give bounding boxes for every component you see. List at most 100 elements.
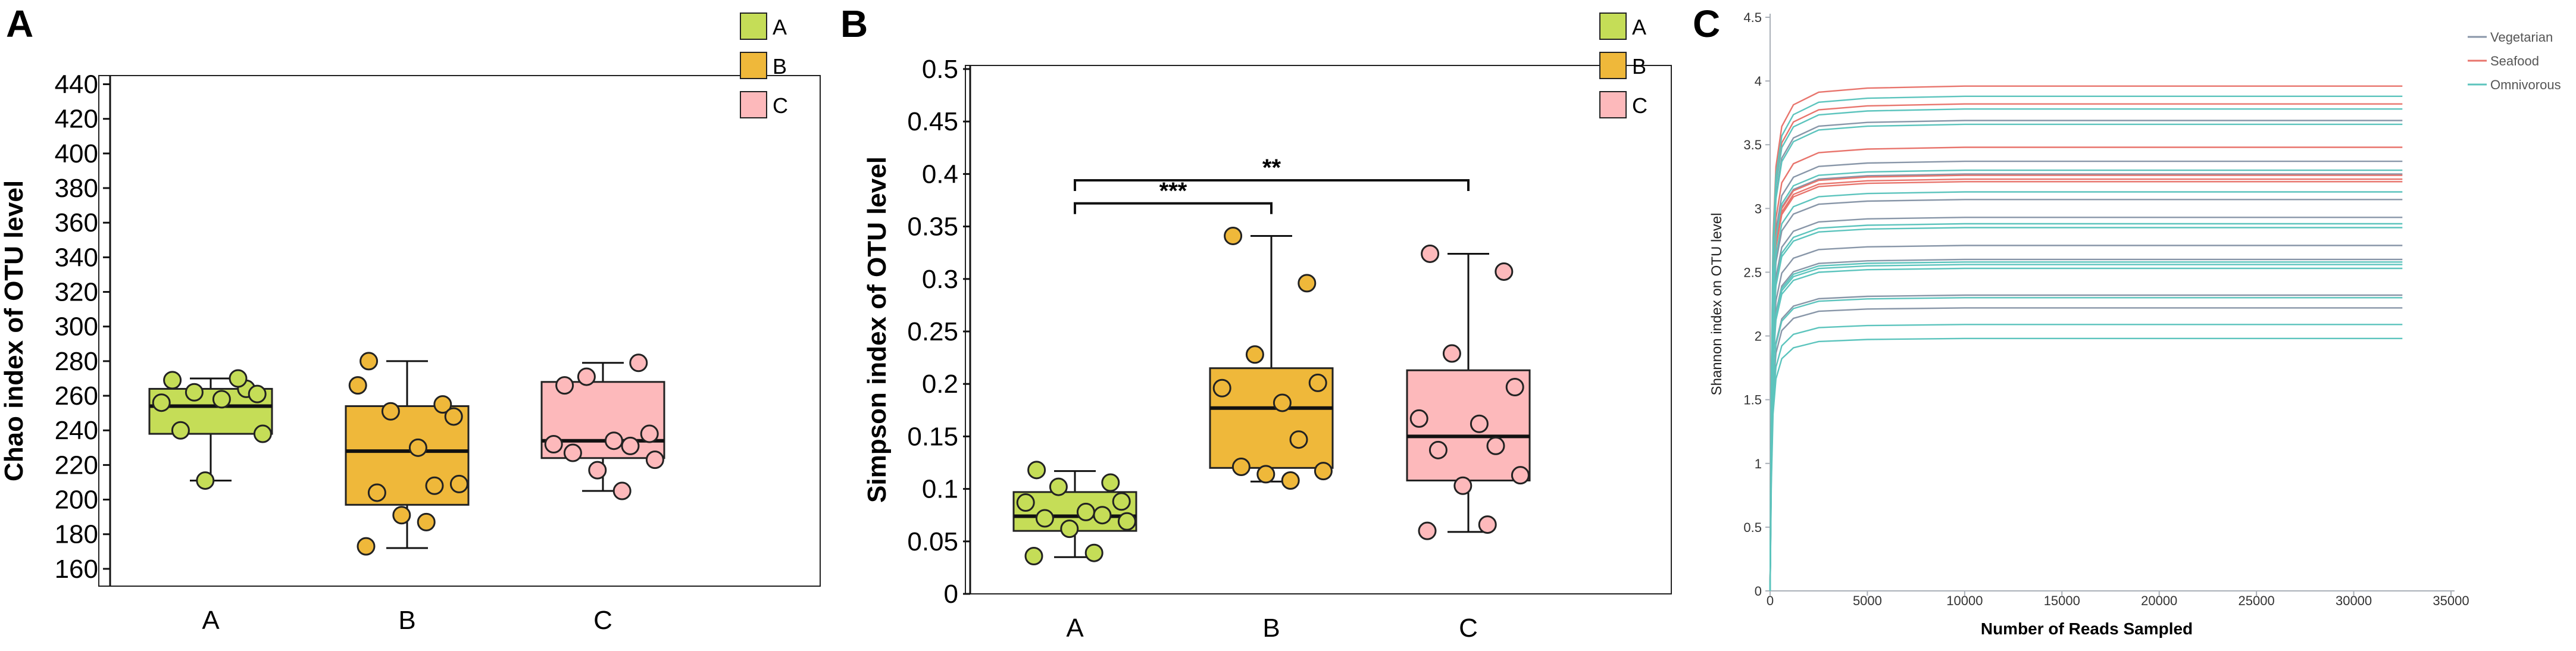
- rarefaction-curve-seafood: [1769, 146, 2403, 591]
- y-tick-label: 240: [55, 416, 98, 445]
- significance-label: ***: [1159, 178, 1187, 204]
- legend-label: B: [773, 54, 787, 79]
- rarefaction-curve-omnivorous: [1769, 223, 2403, 591]
- legend-label: C: [773, 93, 788, 118]
- x-tick-label: 25000: [2239, 593, 2275, 608]
- significance-bracket: [1074, 202, 1273, 214]
- rarefaction-curve-omnivorous: [1769, 227, 2403, 591]
- x-tick-label: B: [1262, 614, 1280, 643]
- data-point: [253, 424, 272, 443]
- x-tick-label: 30000: [2336, 593, 2372, 608]
- rarefaction-curve-omnivorous: [1769, 337, 2403, 591]
- data-point: [367, 483, 386, 502]
- y-tick-label: 2: [1755, 329, 1762, 344]
- significance-bracket: [1074, 179, 1470, 191]
- y-tick-label: 360: [55, 208, 98, 237]
- data-point: [1117, 512, 1136, 531]
- rarefaction-curve-seafood: [1769, 181, 2403, 591]
- x-tick-label: 35000: [2433, 593, 2469, 608]
- legend-label: Seafood: [2490, 54, 2539, 68]
- y-tick-label: 180: [55, 520, 98, 549]
- data-point: [1101, 473, 1120, 492]
- y-tick-label: 0.25: [907, 317, 958, 346]
- data-point: [248, 384, 267, 403]
- data-point: [408, 438, 427, 457]
- data-point: [1281, 471, 1300, 490]
- y-tick-label: 3: [1755, 201, 1762, 216]
- rarefaction-curve-omnivorous: [1769, 169, 2403, 591]
- significance-label: **: [1262, 155, 1281, 181]
- x-tick-label: 10000: [1946, 593, 1983, 608]
- data-point: [417, 512, 436, 531]
- rarefaction-curve-omnivorous: [1769, 264, 2403, 591]
- data-point: [645, 450, 664, 470]
- y-tick-label: 0: [944, 580, 958, 609]
- data-point: [1453, 476, 1473, 495]
- data-point: [544, 435, 563, 454]
- data-point: [1224, 226, 1243, 245]
- legend-label: Omnivorous: [2490, 77, 2561, 92]
- data-point: [1478, 515, 1497, 534]
- legend-swatch: [740, 91, 767, 118]
- rarefaction-curve-omnivorous: [1769, 261, 2403, 591]
- data-point: [1245, 345, 1264, 364]
- y-tick-label: 1.5: [1743, 393, 1762, 408]
- data-point: [449, 474, 468, 493]
- x-tick-label: 0: [1767, 593, 1774, 608]
- legend-swatch: [1599, 52, 1627, 79]
- y-tick-label: 0.35: [907, 212, 958, 242]
- y-tick-label: 220: [55, 450, 98, 480]
- plot-frame: [965, 65, 1672, 594]
- rarefaction-line-panel: 0 0.5 1 1.5 2 2.5 3 3.5 4 4.5 0 5000 10000 15000 20000…: [1709, 10, 2561, 638]
- data-point: [1409, 409, 1428, 428]
- data-point: [1495, 262, 1514, 281]
- plot-frame: [98, 75, 821, 587]
- data-point: [621, 436, 640, 455]
- y-tick-label: 420: [55, 105, 98, 134]
- y-tick-label: 200: [55, 486, 98, 515]
- y-tick-label: 0.5: [922, 55, 958, 84]
- panel-letter-c: C: [1693, 2, 1720, 45]
- y-tick-label: 3.5: [1743, 137, 1762, 152]
- data-point: [1314, 462, 1333, 481]
- legend-label: Vegetarian: [2490, 30, 2553, 45]
- y-tick-label: 0.4: [922, 159, 958, 189]
- data-point: [555, 376, 574, 395]
- legend-label: A: [1632, 15, 1646, 39]
- y-axis-title: Shannon index on OTU level: [1709, 213, 1725, 396]
- x-tick-label: C: [593, 606, 612, 635]
- y-tick-label: 0: [1755, 584, 1762, 599]
- y-tick-label: 4.5: [1743, 10, 1762, 25]
- y-tick-label: 440: [55, 70, 98, 99]
- data-point: [185, 383, 204, 402]
- rarefaction-curve-seafood: [1769, 178, 2403, 591]
- data-point: [359, 352, 379, 371]
- data-point: [163, 371, 182, 390]
- y-tick-label: 0.5: [1743, 520, 1762, 535]
- y-tick-label: 1: [1755, 456, 1762, 471]
- data-point: [1024, 546, 1043, 565]
- data-point: [348, 376, 367, 395]
- y-axis-title: Chao index of OTU level: [0, 180, 29, 481]
- panel-letter-b: B: [840, 2, 868, 45]
- data-point: [171, 421, 190, 440]
- y-tick-label: 0.2: [922, 370, 958, 399]
- data-point: [1470, 414, 1489, 433]
- data-point: [229, 369, 248, 388]
- y-tick-label: 4: [1755, 74, 1762, 89]
- data-point: [640, 424, 659, 443]
- data-point: [1016, 493, 1035, 512]
- rarefaction-curve-seafood: [1769, 174, 2403, 591]
- data-point: [1084, 543, 1103, 562]
- x-tick-label: A: [202, 606, 220, 635]
- data-point: [1308, 373, 1327, 392]
- data-point: [444, 407, 463, 426]
- y-tick-label: 2.5: [1743, 265, 1762, 280]
- data-point: [196, 471, 215, 490]
- rarefaction-curve-vegetarian: [1769, 217, 2403, 591]
- x-axis-title: Number of Reads Sampled: [1981, 619, 2193, 638]
- data-point: [152, 393, 171, 412]
- rarefaction-curve-omnivorous: [1769, 267, 2403, 591]
- data-point: [1060, 519, 1079, 539]
